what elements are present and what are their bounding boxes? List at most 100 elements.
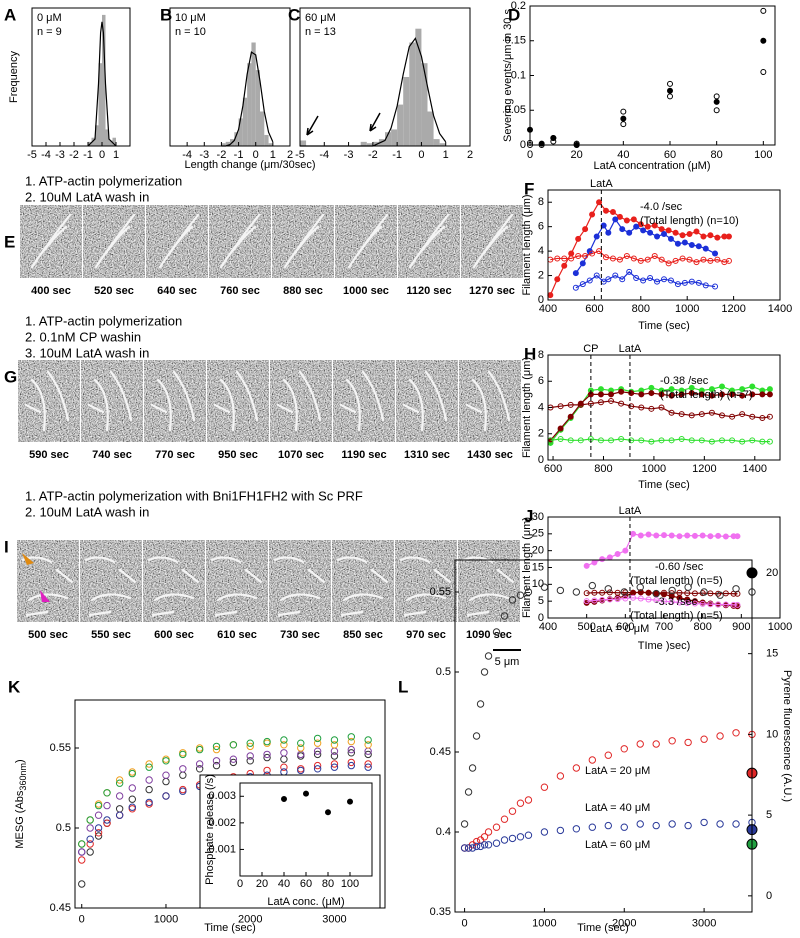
panel-label: B [160,5,172,24]
data-point [145,763,153,771]
data-point [583,598,590,605]
data-point [766,386,773,393]
data-point [480,841,489,849]
data-point [679,232,686,239]
data-point [547,292,554,299]
data-point [674,281,681,288]
n-label: n = 9 [37,26,62,38]
data-point [589,250,596,257]
data-point [472,837,481,846]
data-point [698,411,705,418]
data-point [665,260,672,267]
x-tick-label: 800 [594,463,612,475]
data-point [179,750,187,759]
y-tick-label: 4 [538,245,544,257]
data-point [651,253,658,259]
micrograph-frame [143,540,205,622]
data-point [630,216,637,223]
data-point [658,226,665,233]
micrograph-frame [270,360,332,442]
data-point [640,277,647,284]
data-point [614,589,621,596]
label-part: MESG (Abs [14,790,26,849]
data-point [688,437,695,444]
frame-time: 600 sec [154,629,194,641]
frame-time: 770 sec [155,449,195,461]
data-point [661,276,667,283]
data-point [347,758,356,767]
data-point [676,589,683,596]
data-point [347,749,356,757]
data-point [678,436,685,442]
arrow [369,112,381,132]
panel-label: J [524,506,533,525]
label-part: 360nm [18,763,28,791]
data-point [695,279,702,286]
histogram-bar [403,77,410,146]
data-point [609,209,616,215]
data-point [212,745,221,754]
micrograph [269,540,331,622]
y-tick-label: 0.002 [208,817,236,829]
histogram-bar [433,139,440,146]
data-point [492,628,501,636]
data-point [676,599,683,606]
x-tick-label: 1000 [768,621,792,633]
x-tick-label: 80 [711,149,723,161]
frame-time: 1190 sec [341,449,386,461]
y-tick-label: 0.55 [430,586,451,598]
micrograph [17,540,79,622]
condition-label: 10 μM [175,12,206,24]
data-point [589,211,596,218]
data-point [600,222,607,229]
plot-area [583,530,741,610]
panel-label: A [4,5,16,24]
x-tick-label: 1000 [675,303,699,315]
data-point [668,737,676,745]
data-point [732,820,740,828]
filament [293,225,320,255]
filament [84,556,116,564]
data-point [583,590,590,597]
y-axis-label: Filament length (μm) [521,357,533,458]
data-point [94,829,103,837]
data-point [647,229,654,236]
data-point [716,591,724,599]
data-point [556,826,565,835]
data-point [263,753,271,762]
histogram-bar [95,125,99,146]
histogram-bar [409,42,416,146]
data-point [708,392,715,399]
step-text: 2. 10uM LatA wash in [25,189,149,204]
filament [172,370,196,422]
x-tick-label: -1 [83,149,93,161]
data-point [749,413,756,420]
step-text: 3. 10uM LatA wash in [25,345,149,360]
data-point [645,531,652,538]
y2-tick-label: 10 [766,728,778,740]
data-point [700,233,707,240]
data-point [577,401,584,408]
data-point [729,437,736,444]
data-point [579,281,586,288]
x-tick-label: 0 [527,149,533,161]
micrograph-frame [398,205,460,278]
axes-frame [31,7,131,147]
micrograph-frame [18,360,80,442]
data-point [556,772,565,780]
filament [46,370,70,422]
y-tick-label: 30 [532,511,544,523]
data-point [582,253,589,259]
data-point [586,277,593,284]
x-tick-label: 0 [79,914,85,926]
data-point [128,795,136,803]
data-point [591,559,598,566]
n-label: n = 10 [175,26,206,38]
data-point [583,562,590,569]
histogram-bar [427,111,434,146]
scale-bar-label: 5 μm [495,656,520,668]
data-point [582,226,589,233]
filament [104,225,131,255]
condition-label: 0 μM [37,12,62,24]
